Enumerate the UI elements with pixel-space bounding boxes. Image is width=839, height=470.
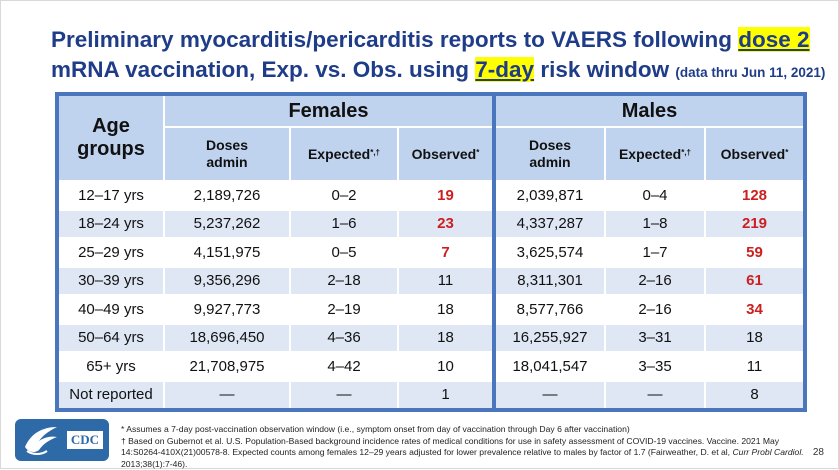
female-doses-cell: 9,927,773 (164, 295, 290, 324)
females-header: Females (164, 95, 494, 127)
male-expected-cell: 1–8 (605, 210, 705, 239)
female-observed-cell: 18 (398, 324, 494, 353)
age-cell: 30–39 yrs (58, 267, 164, 296)
female-observed-cell: 18 (398, 295, 494, 324)
female-expected-cell: 4–42 (290, 352, 398, 381)
female-expected-cell: 4–36 (290, 324, 398, 353)
male-doses-cell: 8,311,301 (494, 267, 605, 296)
age-cell: 50–64 yrs (58, 324, 164, 353)
male-doses-cell: 3,625,574 (494, 238, 605, 267)
title-text-3: risk window (534, 57, 675, 82)
age-cell: 65+ yrs (58, 352, 164, 381)
female-doses-cell: 5,237,262 (164, 210, 290, 239)
male-observed-cell: 11 (705, 352, 804, 381)
male-expected-cell: 2–16 (605, 267, 705, 296)
title-window-highlight: 7-day (475, 57, 534, 82)
male-expected-cell: 1–7 (605, 238, 705, 267)
footnote-1: * Assumes a 7-day post-vaccination obser… (121, 424, 811, 436)
hhs-eagle-icon (21, 423, 61, 457)
footnote-2: † Based on Gubernot et al. U.S. Populati… (121, 436, 811, 470)
male-observed-header: Observed* (705, 127, 804, 181)
male-expected-cell: 0–4 (605, 181, 705, 210)
page-number: 28 (813, 447, 824, 458)
male-observed-cell: 8 (705, 381, 804, 410)
female-doses-cell: 9,356,296 (164, 267, 290, 296)
female-expected-header: Expected*,† (290, 127, 398, 181)
male-observed-cell: 61 (705, 267, 804, 296)
age-cell: 25–29 yrs (58, 238, 164, 267)
female-expected-cell: 1–6 (290, 210, 398, 239)
male-expected-cell: 2–16 (605, 295, 705, 324)
title-line-2: mRNA vaccination, Exp. vs. Obs. using 7-… (51, 55, 821, 88)
female-expected-cell: 0–2 (290, 181, 398, 210)
title-line-1: Preliminary myocarditis/pericarditis rep… (51, 25, 821, 55)
female-doses-cell: 18,696,450 (164, 324, 290, 353)
age-cell: 40–49 yrs (58, 295, 164, 324)
female-doses-cell: 21,708,975 (164, 352, 290, 381)
female-doses-cell: — (164, 381, 290, 410)
male-observed-cell: 219 (705, 210, 804, 239)
table-row: Not reported——1——8 (58, 381, 804, 410)
male-observed-cell: 59 (705, 238, 804, 267)
female-doses-cell: 2,189,726 (164, 181, 290, 210)
title-data-note: (data thru Jun 11, 2021) (675, 65, 825, 80)
title-text-1: Preliminary myocarditis/pericarditis rep… (51, 27, 738, 52)
female-observed-cell: 23 (398, 210, 494, 239)
footnotes: * Assumes a 7-day post-vaccination obser… (121, 424, 811, 470)
male-doses-cell: 2,039,871 (494, 181, 605, 210)
female-doses-cell: 4,151,975 (164, 238, 290, 267)
cdc-logo: CDC (15, 419, 109, 461)
male-doses-cell: 18,041,547 (494, 352, 605, 381)
male-observed-cell: 128 (705, 181, 804, 210)
male-expected-cell: 3–31 (605, 324, 705, 353)
female-expected-cell: 2–19 (290, 295, 398, 324)
female-expected-cell: 2–18 (290, 267, 398, 296)
male-expected-header: Expected*,† (605, 127, 705, 181)
male-doses-cell: 4,337,287 (494, 210, 605, 239)
female-observed-cell: 7 (398, 238, 494, 267)
slide-title: Preliminary myocarditis/pericarditis rep… (51, 25, 821, 88)
male-expected-cell: 3–35 (605, 352, 705, 381)
cdc-wordmark: CDC (67, 431, 103, 449)
male-doses-cell: — (494, 381, 605, 410)
female-expected-cell: 0–5 (290, 238, 398, 267)
female-observed-header: Observed* (398, 127, 494, 181)
male-doses-cell: 16,255,927 (494, 324, 605, 353)
age-groups-header: Age groups (58, 95, 164, 181)
female-observed-cell: 10 (398, 352, 494, 381)
female-observed-cell: 11 (398, 267, 494, 296)
age-cell: 18–24 yrs (58, 210, 164, 239)
male-expected-cell: — (605, 381, 705, 410)
female-observed-cell: 19 (398, 181, 494, 210)
age-cell: Not reported (58, 381, 164, 410)
female-observed-cell: 1 (398, 381, 494, 410)
age-cell: 12–17 yrs (58, 181, 164, 210)
male-observed-cell: 18 (705, 324, 804, 353)
male-doses-cell: 8,577,766 (494, 295, 605, 324)
title-dose-highlight: dose 2 (738, 27, 809, 52)
male-observed-cell: 34 (705, 295, 804, 324)
title-text-2: mRNA vaccination, Exp. vs. Obs. using (51, 57, 475, 82)
female-expected-cell: — (290, 381, 398, 410)
males-header: Males (494, 95, 804, 127)
